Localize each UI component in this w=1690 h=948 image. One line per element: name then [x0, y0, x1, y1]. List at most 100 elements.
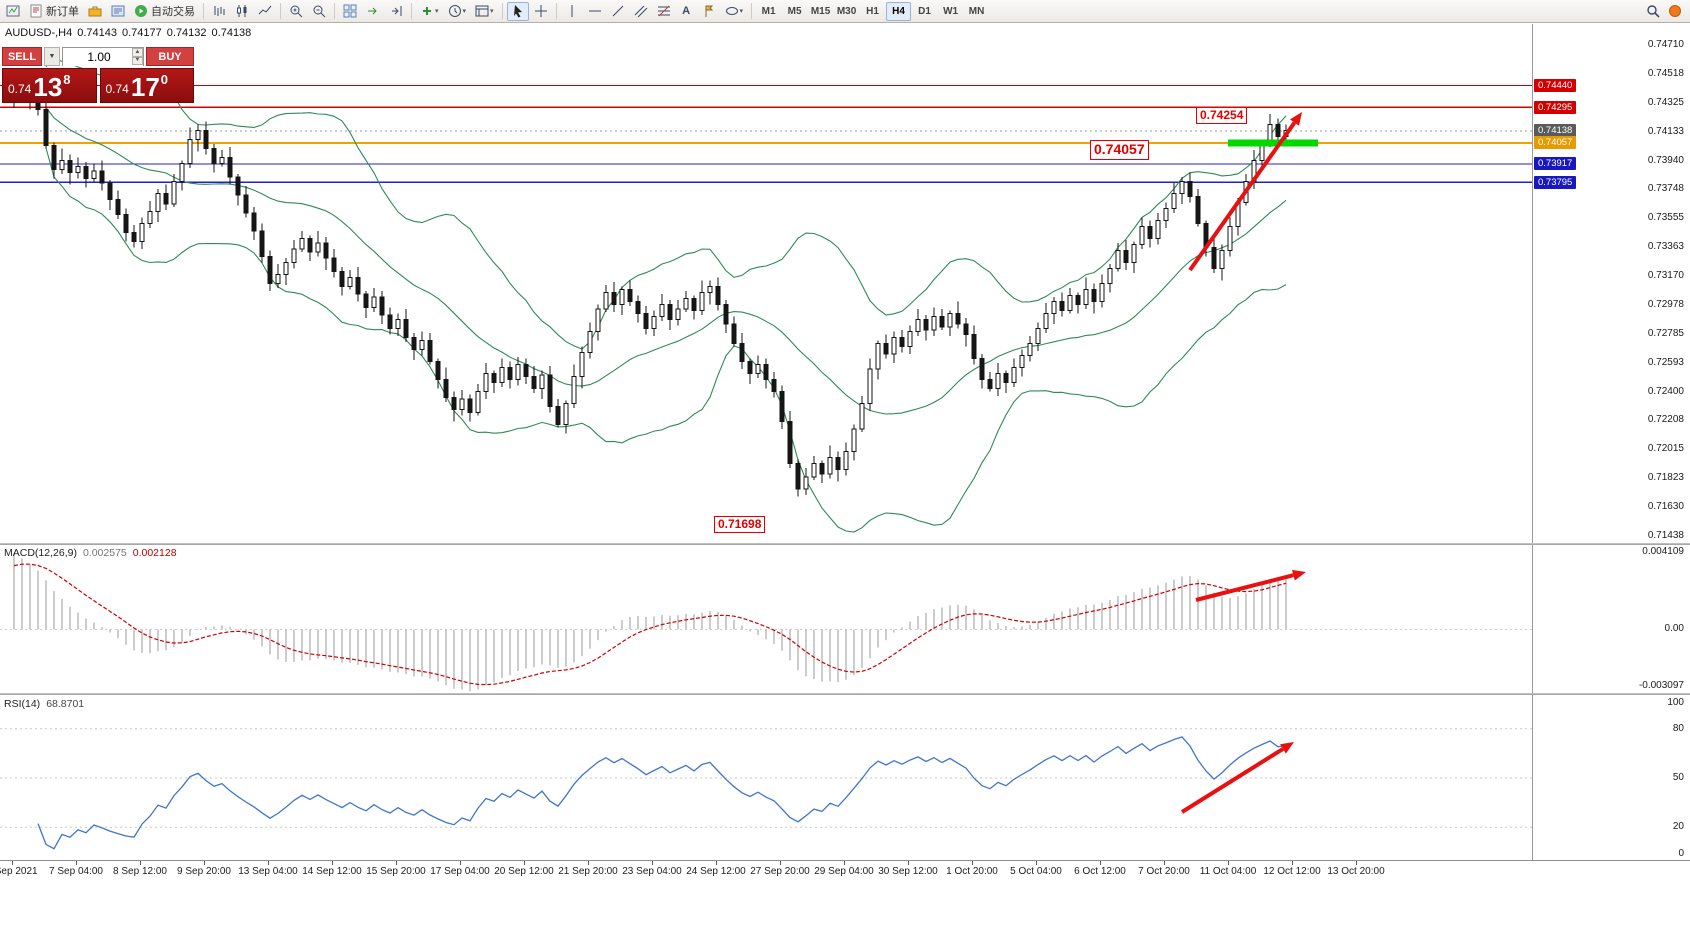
- lot-size-input[interactable]: [63, 48, 143, 66]
- candlestick-chart-button[interactable]: [231, 2, 253, 21]
- line-chart-button[interactable]: [254, 2, 276, 21]
- bar-chart-button[interactable]: [208, 2, 230, 21]
- price-line-badge: 0.74138: [1534, 124, 1577, 138]
- crosshair-button[interactable]: [530, 2, 552, 21]
- buy-button[interactable]: BUY: [146, 47, 194, 66]
- candle: [827, 457, 833, 475]
- cursor-icon: [511, 4, 525, 18]
- tile-windows-button[interactable]: [339, 2, 361, 21]
- zoom-in-button[interactable]: [285, 2, 307, 21]
- candle: [715, 286, 721, 305]
- time-tick: [716, 861, 717, 865]
- chart-objects[interactable]: [1228, 139, 1318, 147]
- timeframe-mn-button[interactable]: MN: [964, 2, 989, 21]
- candle: [747, 361, 753, 374]
- toolbar-separator: [555, 3, 557, 19]
- candle: [1003, 373, 1009, 383]
- time-axis-label: 21 Sep 20:00: [558, 866, 618, 877]
- cursor-button[interactable]: [506, 1, 529, 21]
- sell-price-big: 13: [33, 72, 63, 102]
- panel-divider[interactable]: [0, 693, 1690, 695]
- zoom-out-button[interactable]: [308, 2, 330, 21]
- chart-high: 0.74177: [122, 27, 162, 39]
- new-chart-button[interactable]: [2, 2, 24, 21]
- label-button[interactable]: [698, 2, 720, 21]
- price-tick-label: 0.74710: [1647, 39, 1684, 50]
- candle: [91, 170, 97, 179]
- toolbar-right-group: [1642, 2, 1690, 21]
- lot-decrease-button[interactable]: ▼: [132, 56, 143, 65]
- auto-scroll-button[interactable]: [362, 2, 384, 21]
- candle: [819, 463, 825, 475]
- text-button[interactable]: A: [676, 2, 697, 21]
- main-price-chart[interactable]: [0, 24, 1532, 543]
- timeframe-m1-button[interactable]: M1: [756, 2, 781, 21]
- shapes-button[interactable]: ▾: [721, 2, 748, 21]
- candle: [195, 130, 201, 140]
- time-tick: [780, 861, 781, 865]
- candles-layer: [11, 78, 1289, 497]
- vertical-line-button[interactable]: [561, 2, 583, 21]
- candle: [1219, 250, 1225, 269]
- macd-value: 0.002575: [82, 547, 127, 559]
- timeframe-m30-button[interactable]: M30: [834, 2, 859, 21]
- time-axis-label: 9 Sep 20:00: [177, 866, 231, 877]
- trendline-button[interactable]: [607, 2, 629, 21]
- time-tick: [1228, 861, 1229, 865]
- search-button[interactable]: [1642, 2, 1664, 21]
- candle: [1235, 202, 1241, 227]
- price-scale-border: [1532, 24, 1533, 861]
- price-tick-label: 0.72978: [1647, 298, 1684, 310]
- time-axis-label: 12 Oct 12:00: [1263, 866, 1321, 877]
- sell-button[interactable]: SELL: [2, 47, 42, 66]
- chart-shift-button[interactable]: [385, 2, 407, 21]
- market-watch-button[interactable]: [84, 2, 106, 21]
- timeframe-m5-button[interactable]: M5: [782, 2, 807, 21]
- buy-price-button[interactable]: 0.74 17 0: [99, 68, 194, 103]
- metaeditor-button[interactable]: [107, 2, 129, 21]
- macd-panel-chart[interactable]: [0, 545, 1532, 693]
- time-tick: [396, 861, 397, 865]
- candle: [571, 376, 577, 404]
- new-order-button[interactable]: 新订单: [25, 2, 83, 21]
- templates-button[interactable]: ▾: [471, 2, 498, 21]
- lot-increase-button[interactable]: ▲: [132, 48, 143, 57]
- fibonacci-button[interactable]: [653, 2, 675, 21]
- time-axis-label: 24 Sep 12:00: [686, 866, 746, 877]
- timeframe-d1-button[interactable]: D1: [912, 2, 937, 21]
- horizontal-line-button[interactable]: [584, 2, 606, 21]
- candle: [75, 166, 81, 173]
- timeframe-m15-button[interactable]: M15: [808, 2, 833, 21]
- timeframe-h1-button[interactable]: H1: [860, 2, 885, 21]
- time-axis[interactable]: 7 Sep 2021 7 Sep 04:00 8 Sep 12:00 9 Sep 20…: [0, 861, 1532, 881]
- panel-divider[interactable]: [0, 543, 1690, 545]
- alert-icon[interactable]: [1668, 4, 1682, 18]
- buy-price-prefix: 0.74: [105, 82, 129, 96]
- candle: [1147, 226, 1153, 239]
- timeframe-w1-button[interactable]: W1: [938, 2, 963, 21]
- candle: [339, 271, 345, 287]
- sell-price-button[interactable]: 0.74 13 8: [2, 68, 97, 103]
- candle: [123, 214, 129, 233]
- candle: [411, 337, 417, 350]
- rsi-panel-chart[interactable]: [0, 696, 1532, 860]
- candle: [155, 193, 161, 212]
- indicators-button[interactable]: ▾: [416, 2, 443, 21]
- candle: [835, 457, 841, 470]
- timeframe-h4-button[interactable]: H4: [886, 1, 912, 21]
- candle: [219, 157, 225, 164]
- toolbar: 新订单 自动交易 ▾ ▾ ▾ A ▾ M1 M5 M15 M30: [0, 0, 1690, 23]
- candle: [659, 304, 665, 317]
- macd-histogram: [13, 553, 1287, 692]
- price-scale[interactable]: 0.74710 0.74518 0.74325 0.74133 0.73940 0.737…: [1532, 0, 1690, 948]
- candle: [763, 364, 769, 380]
- time-axis-label: 23 Sep 04:00: [622, 866, 682, 877]
- periods-button[interactable]: ▾: [444, 2, 471, 21]
- candle: [531, 376, 537, 389]
- autotrading-button[interactable]: 自动交易: [130, 2, 199, 21]
- trade-options-dropdown[interactable]: ▼: [44, 47, 60, 66]
- candle: [907, 331, 913, 347]
- channel-button[interactable]: [630, 2, 652, 21]
- candle: [563, 403, 569, 425]
- candle: [51, 145, 57, 170]
